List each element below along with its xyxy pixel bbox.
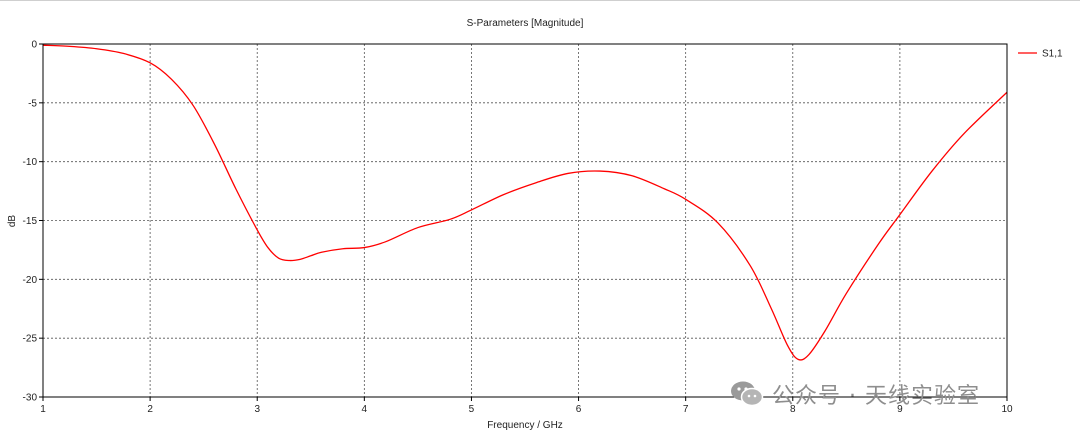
y-tick-label: -10 [23, 157, 38, 168]
y-tick-label: -25 [23, 334, 38, 345]
x-axis-ticks: 1 2 3 4 5 6 7 8 9 10 [40, 397, 1013, 415]
y-tick-label: -15 [23, 216, 38, 227]
grid-lines [43, 44, 1007, 397]
x-tick-label: 2 [147, 404, 153, 415]
y-axis-ticks: 0 -5 -10 -15 -20 -25 -30 [23, 40, 43, 404]
series-line-s11 [42, 44, 1008, 361]
legend: S1,1 [1018, 49, 1063, 60]
y-axis-label: dB [7, 215, 18, 228]
x-tick-label: 1 [40, 404, 46, 415]
x-tick-label: 3 [254, 404, 260, 415]
series-layer [42, 44, 1008, 361]
x-axis-label: Frequency / GHz [487, 420, 563, 431]
watermark-text: 公众号 · 天线实验室 [772, 384, 980, 409]
x-tick-label: 5 [469, 404, 475, 415]
x-tick-label: 9 [897, 404, 903, 415]
x-tick-label: 8 [790, 404, 796, 415]
y-tick-label: -20 [23, 275, 38, 286]
x-tick-label: 10 [1001, 404, 1013, 415]
x-tick-label: 7 [683, 404, 689, 415]
y-tick-label: -30 [23, 393, 38, 404]
top-border [0, 0, 1080, 1]
x-tick-label: 6 [576, 404, 582, 415]
y-tick-label: -5 [28, 98, 37, 109]
watermark: 公众号 · 天线实验室 [730, 378, 980, 410]
chart-title: S-Parameters [Magnitude] [467, 18, 584, 29]
legend-label: S1,1 [1042, 49, 1063, 60]
wechat-icon [731, 381, 764, 407]
x-tick-label: 4 [362, 404, 368, 415]
y-tick-label: 0 [31, 40, 37, 51]
